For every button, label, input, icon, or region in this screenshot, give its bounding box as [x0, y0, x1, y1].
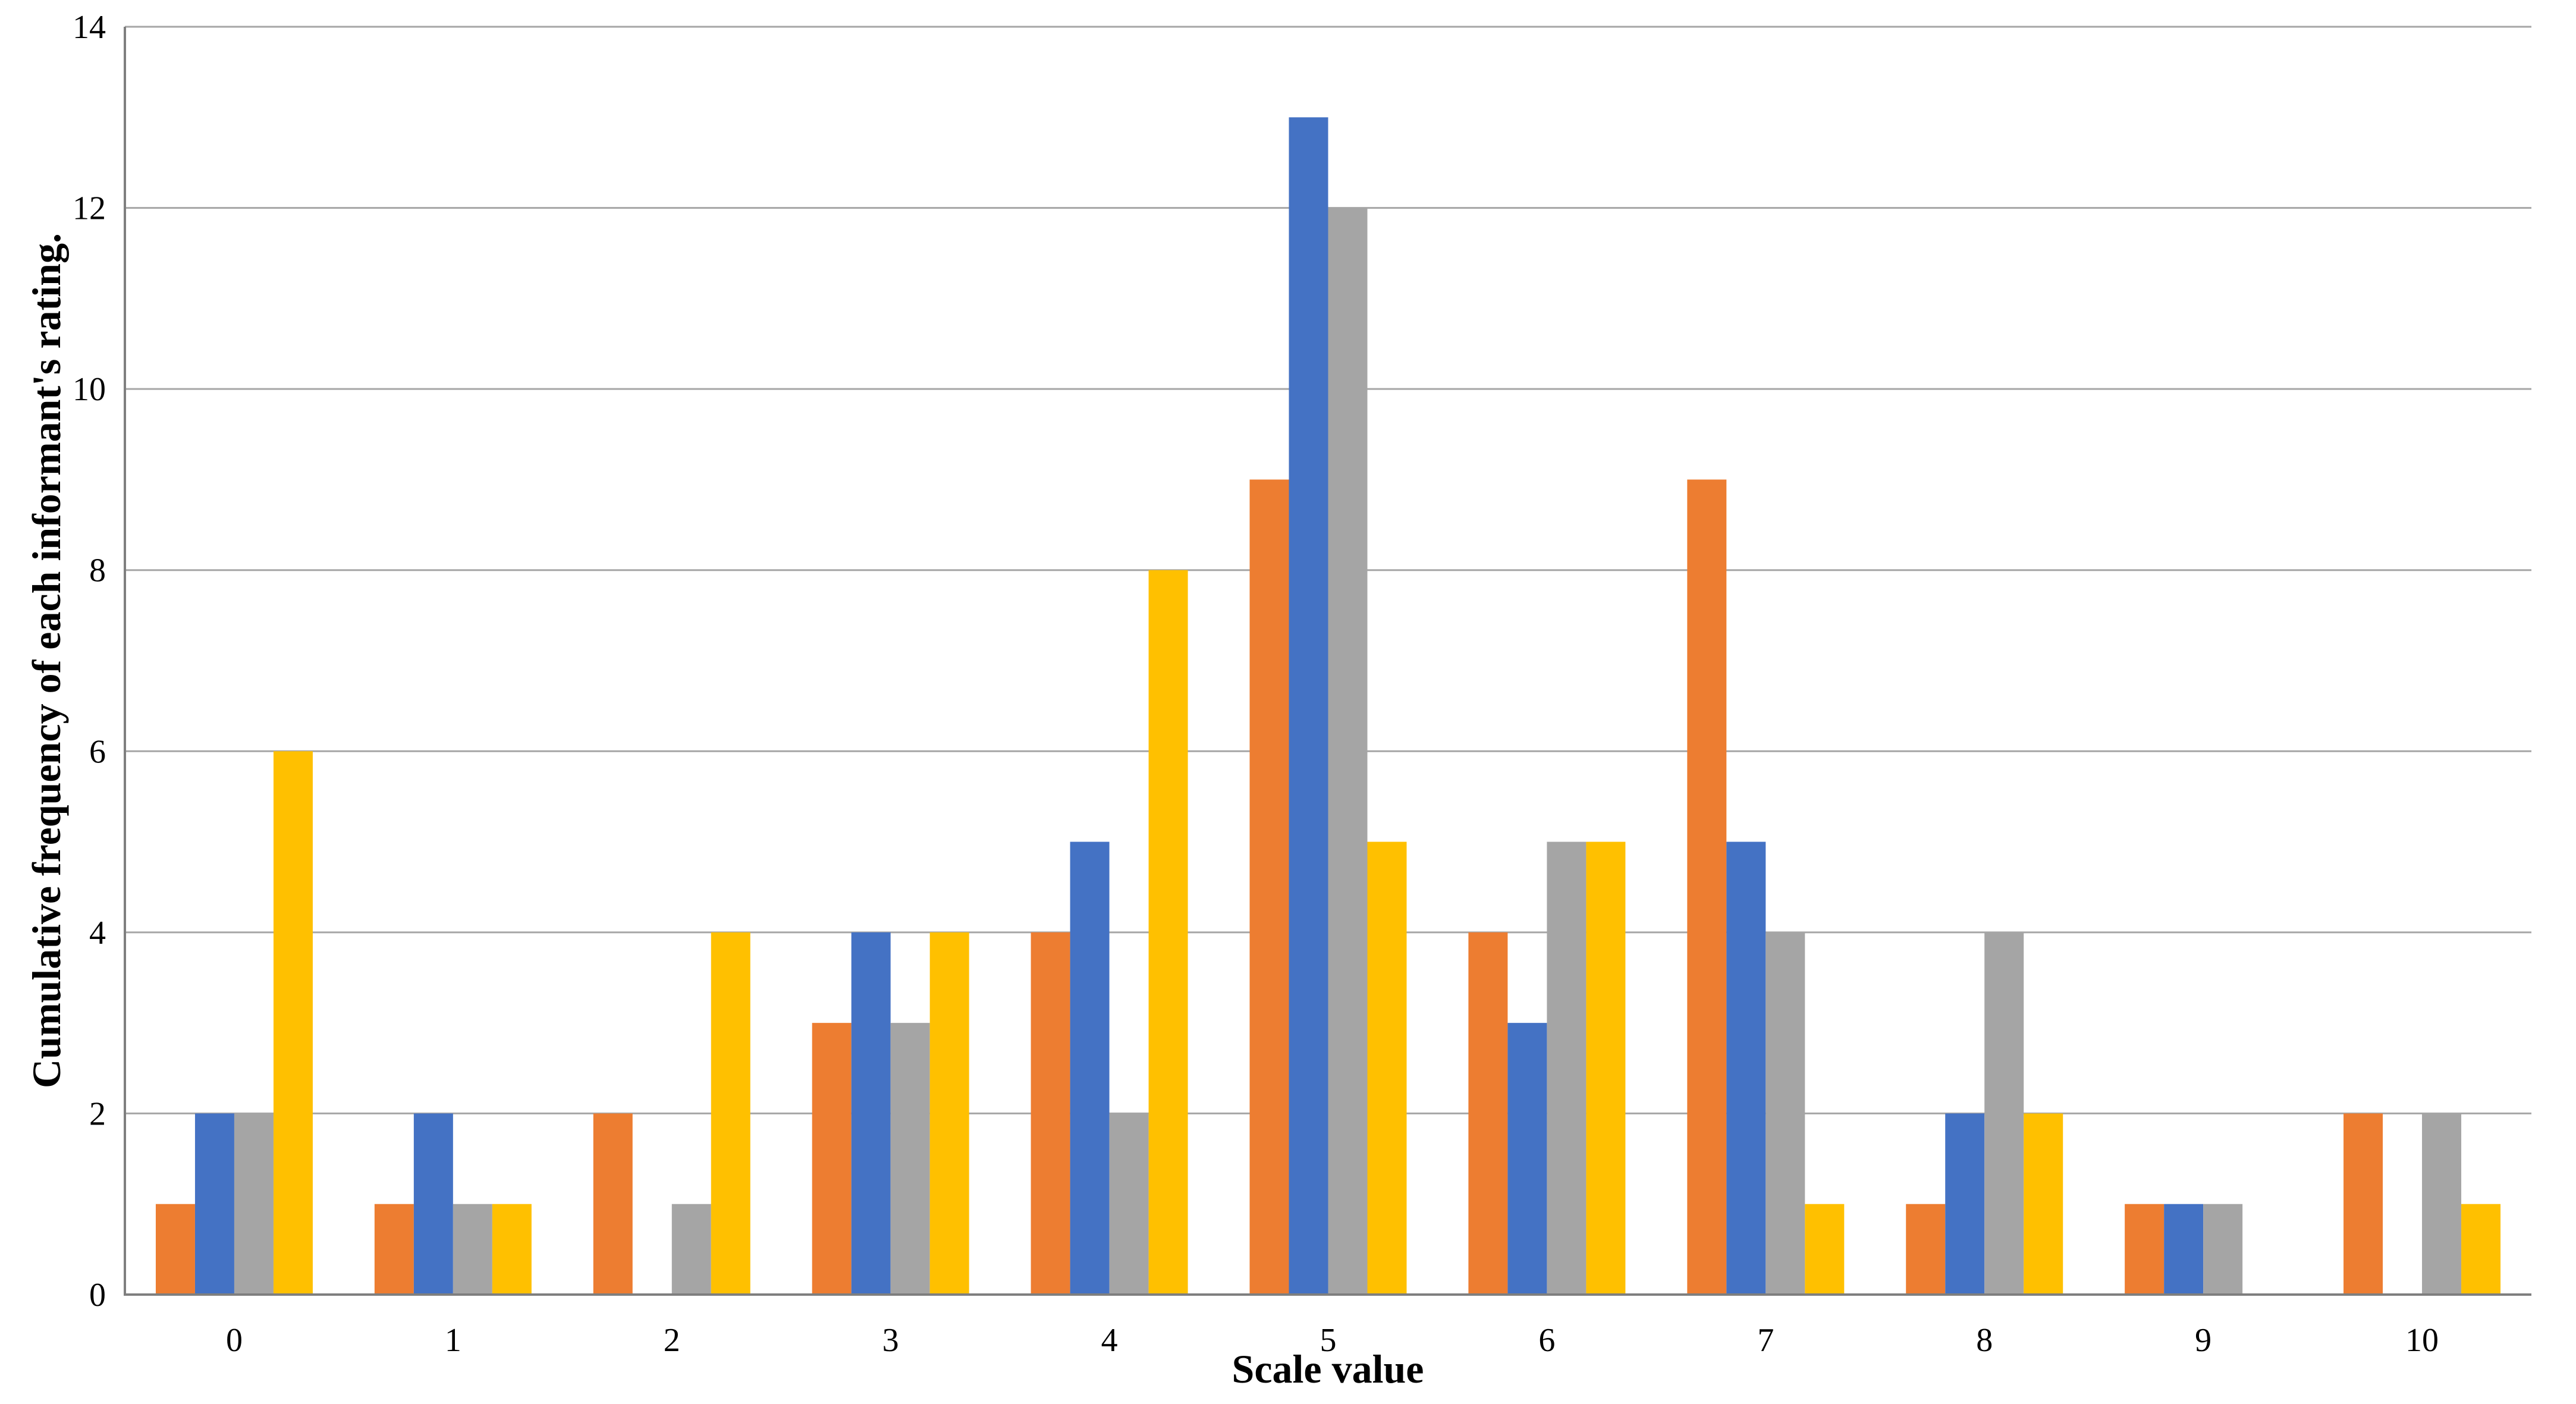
bar-blue-series-cat6	[1507, 1023, 1547, 1295]
x-tick-label-6: 6	[1538, 1322, 1555, 1359]
bar-blue-series-cat9	[2164, 1204, 2204, 1295]
bar-orange-series-cat9	[2125, 1204, 2165, 1295]
x-tick-label-3: 3	[882, 1322, 899, 1359]
bar-yellow-series-cat8	[2024, 1113, 2063, 1295]
bar-orange-series-cat4	[1031, 932, 1070, 1295]
bar-blue-series-cat5	[1289, 117, 1328, 1295]
bar-yellow-series-cat4	[1148, 570, 1188, 1295]
bar-yellow-series-cat7	[1805, 1204, 1845, 1295]
x-tick-label-5: 5	[1320, 1322, 1337, 1359]
bar-blue-series-cat0	[194, 1113, 234, 1295]
x-tick-label-8: 8	[1976, 1322, 1993, 1359]
bar-orange-series-cat10	[2343, 1113, 2383, 1295]
x-tick-label-7: 7	[1757, 1322, 1774, 1359]
y-tick-label-12: 12	[73, 190, 106, 227]
bar-yellow-series-cat3	[929, 932, 969, 1295]
bar-yellow-series-cat1	[492, 1204, 532, 1295]
bar-orange-series-cat8	[1906, 1204, 1946, 1295]
bar-orange-series-cat7	[1687, 479, 1727, 1295]
x-tick-label-1: 1	[445, 1322, 461, 1359]
bar-gray-series-cat1	[453, 1204, 492, 1295]
x-tick-label-2: 2	[664, 1322, 680, 1359]
bar-blue-series-cat1	[413, 1113, 453, 1295]
bar-gray-series-cat7	[1765, 932, 1805, 1295]
bar-orange-series-cat0	[155, 1204, 195, 1295]
bar-gray-series-cat5	[1328, 208, 1368, 1295]
bar-gray-series-cat9	[2203, 1204, 2243, 1295]
x-tick-label-9: 9	[2195, 1322, 2211, 1359]
bar-blue-series-cat4	[1070, 841, 1110, 1295]
y-tick-label-0: 0	[89, 1277, 106, 1314]
bar-gray-series-cat6	[1547, 841, 1587, 1295]
bar-gray-series-cat8	[1984, 932, 2024, 1295]
y-tick-label-4: 4	[89, 915, 106, 951]
x-tick-label-10: 10	[2405, 1322, 2439, 1359]
bar-orange-series-cat5	[1249, 479, 1289, 1295]
y-axis-title: Cumulative frequency of each informant's…	[24, 233, 69, 1088]
bar-yellow-series-cat10	[2461, 1204, 2501, 1295]
bar-orange-series-cat6	[1468, 932, 1508, 1295]
bar-gray-series-cat10	[2422, 1113, 2462, 1295]
bar-yellow-series-cat6	[1586, 841, 1626, 1295]
bar-yellow-series-cat0	[273, 751, 313, 1295]
bar-gray-series-cat2	[671, 1204, 711, 1295]
bar-gray-series-cat3	[890, 1023, 930, 1295]
y-tick-label-14: 14	[73, 9, 106, 46]
y-tick-label-6: 6	[89, 733, 106, 770]
bar-yellow-series-cat5	[1367, 841, 1407, 1295]
bar-orange-series-cat2	[593, 1113, 633, 1295]
bar-yellow-series-cat2	[711, 932, 750, 1295]
bar-gray-series-cat4	[1109, 1113, 1149, 1295]
x-tick-label-0: 0	[226, 1322, 243, 1359]
y-tick-label-8: 8	[89, 552, 106, 589]
y-tick-label-10: 10	[73, 371, 106, 408]
bar-blue-series-cat8	[1945, 1113, 1985, 1295]
y-tick-label-2: 2	[89, 1095, 106, 1132]
bar-orange-series-cat1	[374, 1204, 414, 1295]
bar-orange-series-cat3	[812, 1023, 852, 1295]
bar-blue-series-cat3	[851, 932, 891, 1295]
x-tick-label-4: 4	[1101, 1322, 1118, 1359]
x-axis-title: Scale value	[1232, 1346, 1424, 1392]
bar-gray-series-cat0	[234, 1113, 274, 1295]
bar-blue-series-cat7	[1726, 841, 1766, 1295]
